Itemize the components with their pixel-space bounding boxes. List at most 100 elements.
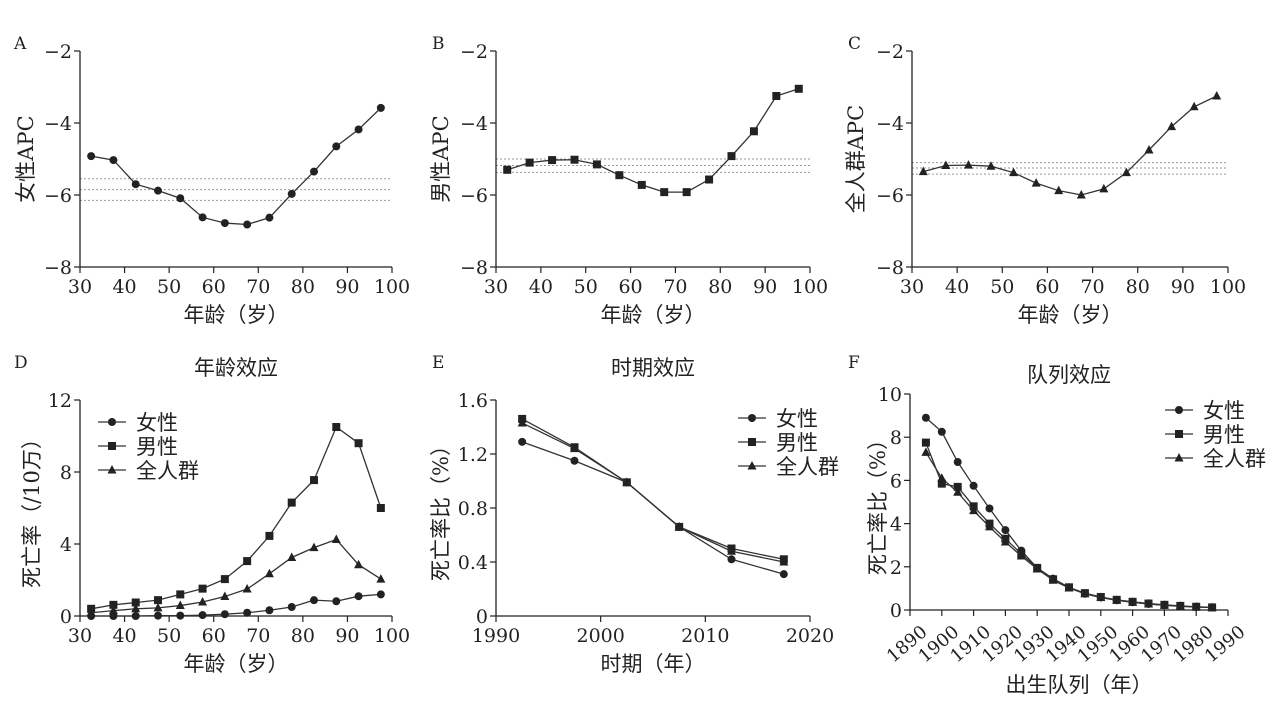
data-point	[376, 103, 385, 112]
chart-title: 年龄效应	[194, 356, 278, 380]
legend-label: 男性	[1203, 423, 1245, 447]
data-point	[242, 584, 252, 593]
y-tick-label: 6	[890, 470, 902, 492]
x-tick-label: 60	[202, 276, 226, 298]
data-point	[548, 156, 557, 165]
y-tick-label: −6	[460, 185, 488, 207]
data-point	[220, 591, 230, 601]
data-point	[953, 487, 963, 496]
legend-label: 全人群	[136, 459, 199, 483]
data-point	[727, 555, 736, 564]
series-line	[521, 422, 784, 563]
data-point	[615, 171, 624, 180]
x-tick-label: 60	[1035, 276, 1059, 298]
x-tick-label: 70	[246, 625, 270, 647]
y-tick-label: 1.2	[458, 444, 488, 466]
data-point	[986, 161, 996, 170]
panel-b: B −8 −6 −4 −2 30 40 50 60 70 80 90 100 年龄（岁） 男性APC	[429, 34, 828, 327]
x-tick-label: 100	[792, 276, 828, 298]
data-point	[354, 559, 364, 569]
data-point	[176, 590, 185, 599]
data-point	[1064, 582, 1074, 592]
data-point	[243, 608, 252, 617]
data-point	[794, 84, 803, 93]
x-tick-label: 50	[990, 276, 1014, 298]
data-point	[109, 156, 118, 165]
legend-label: 全人群	[1203, 447, 1266, 471]
data-point	[1054, 185, 1064, 195]
series-line	[91, 107, 382, 226]
data-point	[570, 155, 579, 164]
x-tick-label: 100	[374, 276, 410, 298]
data-point	[243, 220, 252, 229]
data-point	[354, 125, 363, 134]
data-point	[1099, 183, 1109, 193]
data-point	[265, 213, 274, 222]
y-tick-label: −2	[44, 41, 72, 63]
legend-marker	[107, 465, 117, 474]
y-tick-label: 2	[890, 557, 902, 579]
x-tick-label: 100	[1210, 276, 1246, 298]
data-point	[1076, 190, 1086, 199]
x-axis-label: 年龄（岁）	[184, 652, 289, 676]
data-point	[198, 596, 208, 606]
chart-title: 时期效应	[611, 356, 695, 380]
x-tick-label: 40	[529, 276, 553, 298]
data-point	[376, 590, 385, 599]
data-point	[220, 219, 229, 228]
x-tick-label: 100	[374, 625, 410, 647]
data-point	[176, 611, 185, 620]
panel-letter: A	[13, 34, 27, 54]
data-point	[332, 142, 341, 151]
panel-d: D 年龄效应 0 4 8 12 30 40 50 60 70 80 90 100 年龄（岁） 死亡率（/10万…	[14, 353, 410, 676]
data-point	[154, 611, 162, 620]
data-point	[660, 188, 669, 197]
y-tick-label: 4	[890, 514, 902, 536]
data-point	[570, 443, 579, 453]
legend-marker	[748, 414, 756, 422]
data-point	[1080, 588, 1090, 598]
data-point	[1159, 600, 1169, 609]
y-axis-label: 全人群APC	[844, 105, 868, 213]
data-point	[176, 194, 185, 203]
y-tick-label: 8	[890, 427, 902, 449]
x-axis-label: 出生队列（年）	[1006, 673, 1153, 697]
panel-letter: C	[848, 34, 861, 54]
legend-marker	[748, 438, 756, 446]
x-tick-label: 70	[1080, 276, 1104, 298]
data-point	[1121, 167, 1131, 177]
data-point	[1031, 178, 1041, 187]
y-tick-label: 0	[890, 600, 902, 622]
legend-marker	[108, 442, 116, 450]
data-point	[1001, 526, 1010, 535]
x-tick-label: 40	[945, 276, 969, 298]
data-point	[1191, 601, 1201, 611]
x-tick-label: 80	[708, 276, 732, 298]
data-point	[287, 498, 296, 507]
panel-c: C −8 −6 −4 −2 30 40 50 60 70 80 90 100 年龄（岁） 全人群APC	[844, 34, 1246, 327]
panel-letter: F	[848, 353, 860, 373]
y-tick-label: −8	[876, 257, 904, 279]
data-point	[354, 439, 363, 448]
data-point	[154, 186, 162, 195]
data-point	[309, 542, 319, 552]
y-axis-label: 女性APC	[14, 115, 38, 202]
x-tick-label: 60	[202, 625, 226, 647]
data-point	[376, 504, 385, 512]
data-point	[154, 596, 162, 605]
panel-a: A −8 −6 −4 −2 30 40 50 60 70 80 90 100 年龄（岁） 女性APC	[13, 34, 410, 327]
panel-letter: D	[14, 353, 28, 373]
y-axis-label: 死亡率比（%）	[429, 435, 453, 581]
data-point	[749, 127, 758, 136]
x-tick-label: 40	[112, 625, 136, 647]
data-point	[1096, 592, 1106, 601]
x-tick-label: 90	[335, 625, 359, 647]
y-tick-label: −4	[876, 113, 904, 135]
series-line	[923, 95, 1217, 196]
data-point	[198, 611, 207, 620]
data-point	[1112, 595, 1122, 604]
data-point	[131, 180, 140, 189]
legend-marker	[108, 418, 116, 426]
